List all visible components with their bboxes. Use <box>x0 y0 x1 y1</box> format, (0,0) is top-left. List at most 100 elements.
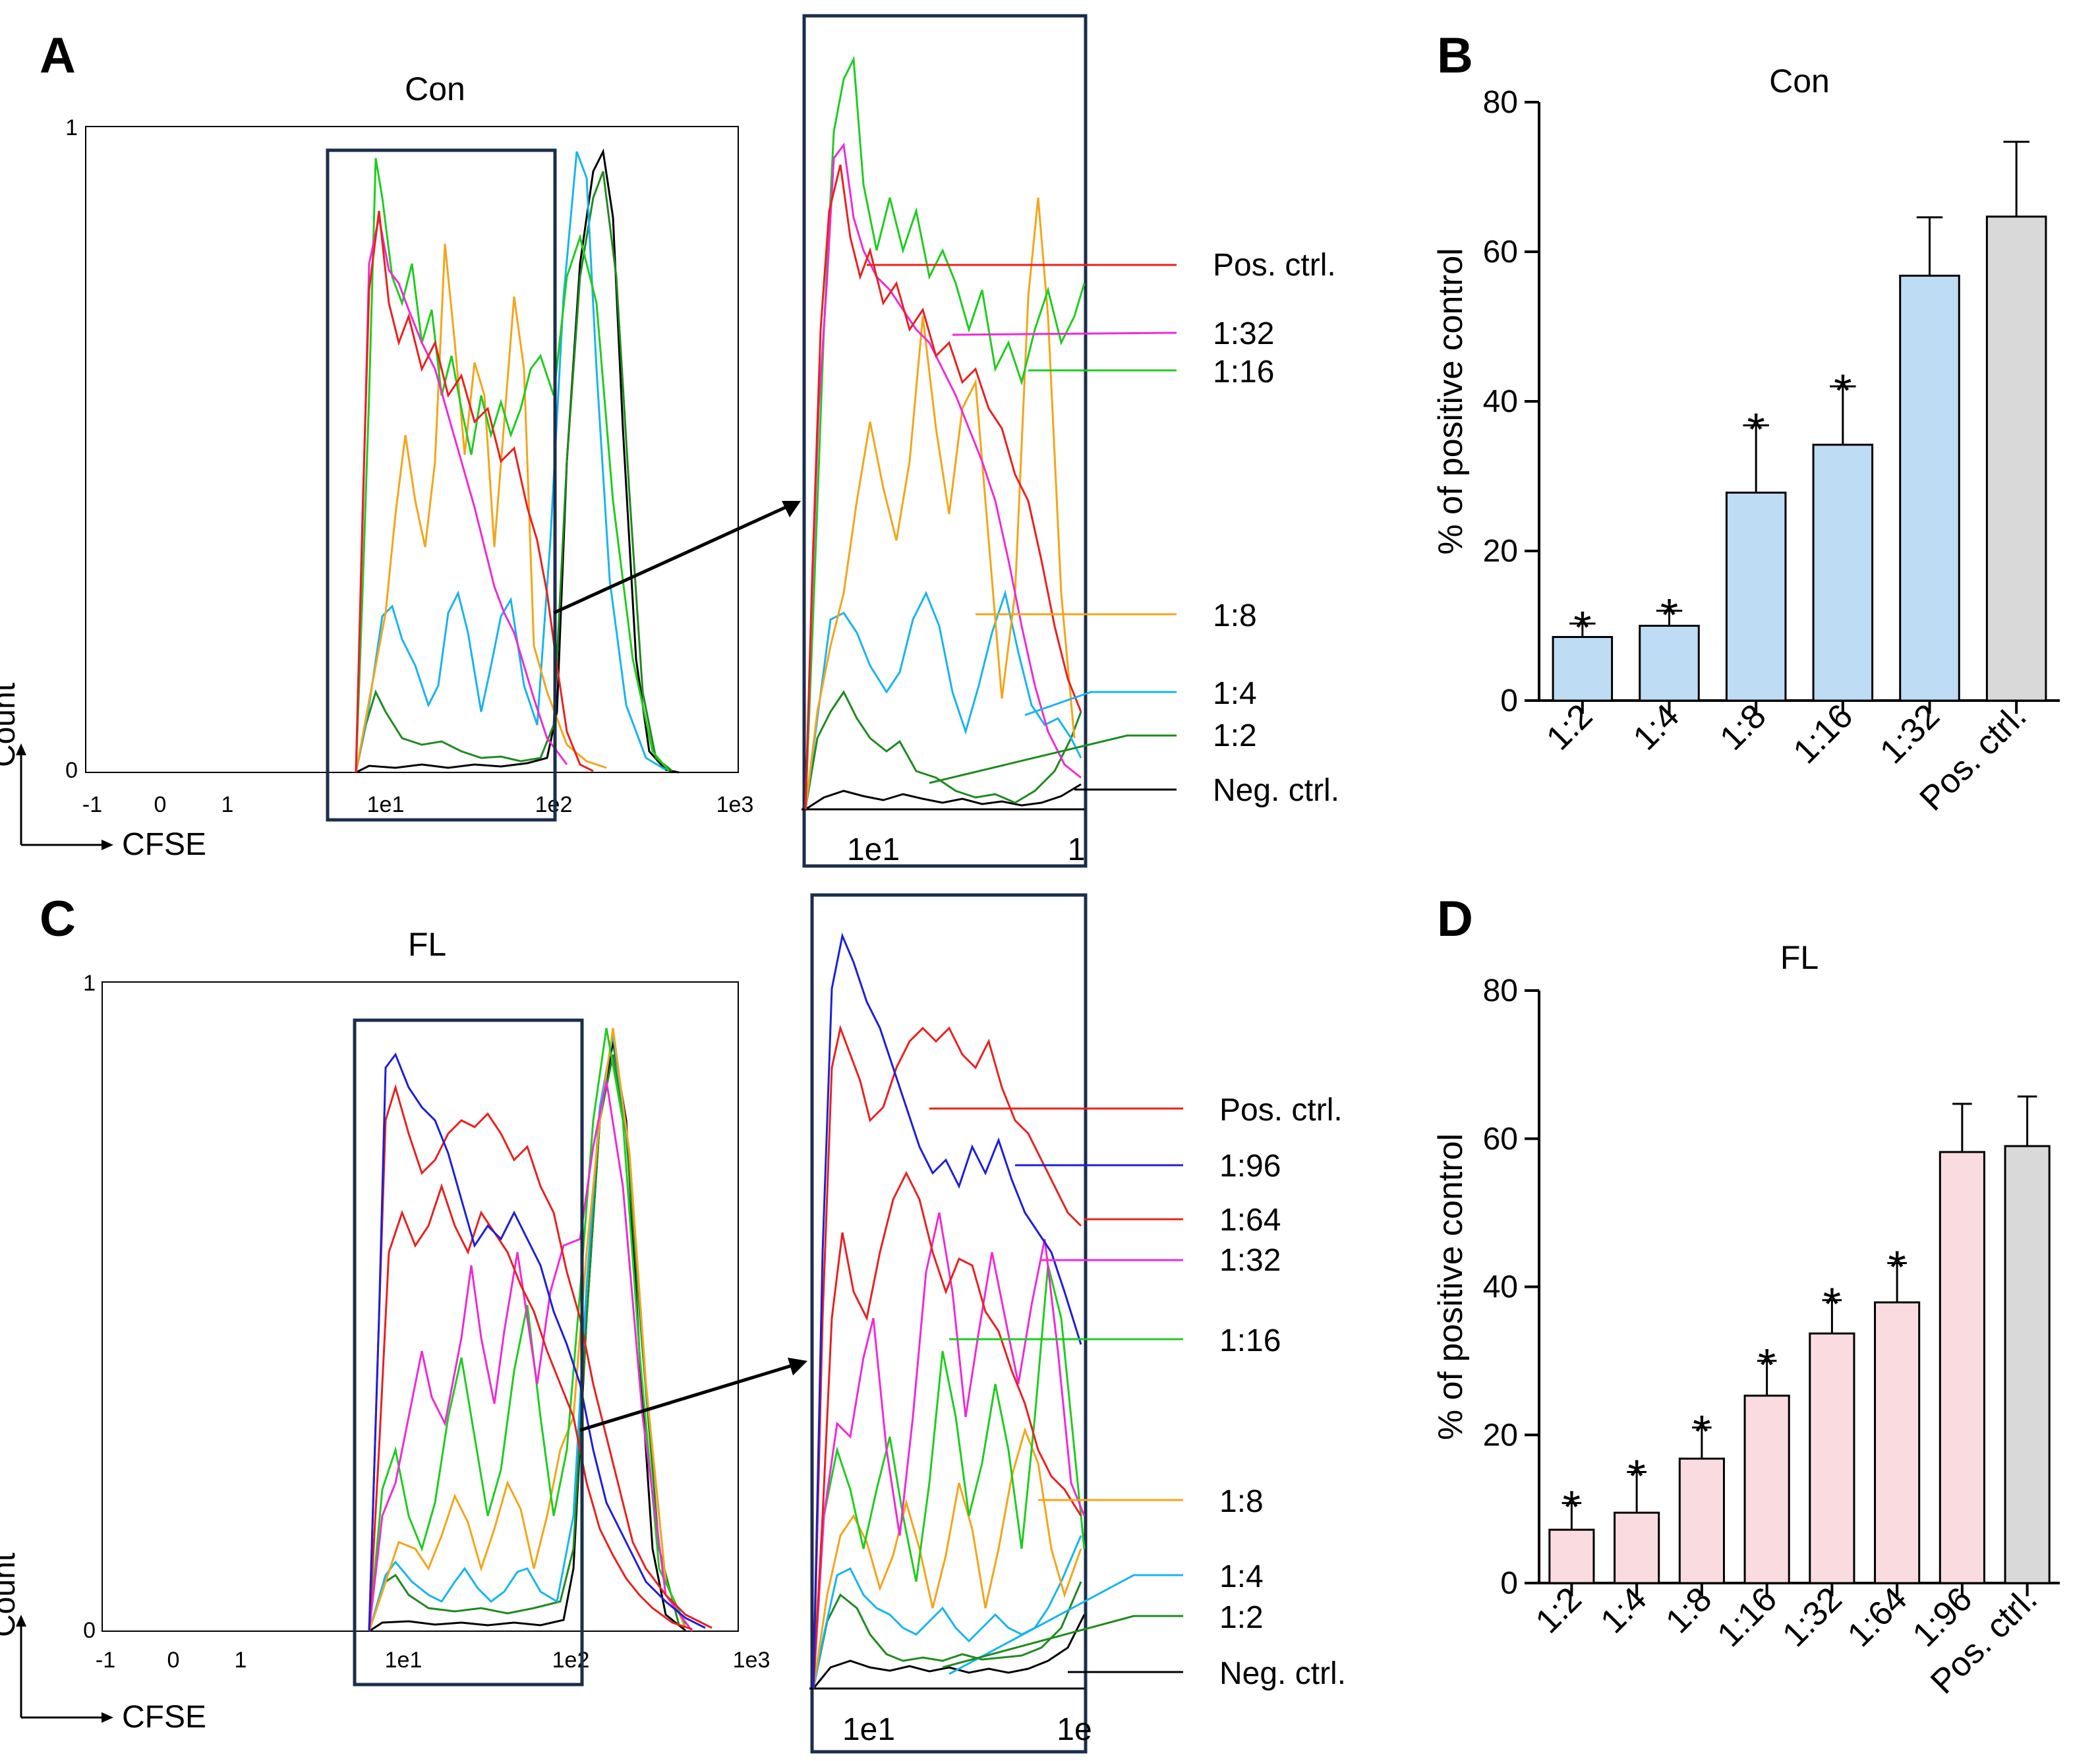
panel-c-axis-x-label: CFSE <box>122 1700 206 1735</box>
panel-c-zoom-histograms <box>812 932 1086 1689</box>
zoom-hist-pos-ctrl <box>812 1024 1082 1689</box>
legend-line <box>942 1615 1183 1669</box>
panel-c-xtick: 1e3 <box>733 1648 771 1673</box>
bar-category-label: 1:2 <box>1529 1580 1589 1640</box>
panel-a-xticks: -1 0 1 1e1 1e2 1e3 <box>82 792 753 817</box>
hist-1-32 <box>368 1080 693 1632</box>
panel-c-gate-box <box>353 1018 584 1687</box>
panel-c-axis-glyph: Count CFSE <box>0 1553 206 1735</box>
count-arrowhead-icon <box>16 743 26 755</box>
panel-a-zoom-tick: 1e1 <box>847 832 900 867</box>
hist-1-2 <box>355 171 673 773</box>
legend-line <box>952 332 1177 336</box>
panel-a: A Con 1 0 -1 0 1 1e1 1e2 1e3 Count CFSE <box>0 14 1339 868</box>
panel-c-letter: C <box>40 891 76 947</box>
panel-d-letter: D <box>1437 891 1473 947</box>
hist-1-96 <box>368 1052 706 1632</box>
panel-a-histograms <box>355 148 680 774</box>
bar <box>1812 444 1874 702</box>
bar-chart-y-tick-label: 40 <box>1483 384 1518 419</box>
panel-a-xtick: 1e1 <box>367 792 405 817</box>
bar-chart-y-tick-label: 80 <box>1483 973 1518 1008</box>
panel-a-ytick-top: 1 <box>65 115 78 140</box>
bar-chart-y-tick-label: 60 <box>1483 1122 1518 1157</box>
significance-marker: * <box>1888 1242 1906 1293</box>
bar-category-label: 1:32 <box>1775 1580 1850 1654</box>
zoom-hist-1-2 <box>812 1581 1082 1689</box>
panel-a-zoom-arrow-icon <box>552 503 792 615</box>
panel-b-letter: B <box>1437 28 1473 84</box>
bar <box>1743 1395 1790 1584</box>
hist-neg-ctrl <box>355 148 680 774</box>
hist-1-2 <box>368 1054 680 1632</box>
bar-chart-y-tick-label: 40 <box>1483 1270 1518 1305</box>
panel-b-bar-chart: Con % of positive control 0 20 40 60 80 * 1:2 * 1:… <box>1432 63 2060 819</box>
legend-label: Pos. ctrl. <box>1213 248 1336 283</box>
panel-a-zoom-histograms <box>804 55 1086 811</box>
legend-line <box>1024 691 1177 716</box>
panel-c-zoom-tick: 1e1 <box>842 1712 895 1747</box>
panel-c-xtick: 0 <box>167 1648 180 1673</box>
legend-label: 1:64 <box>1219 1203 1281 1238</box>
zoom-hist-1-2 <box>804 690 1082 810</box>
panel-a-gate-box <box>326 148 557 822</box>
zoom-hist-pos-ctrl <box>804 164 1082 810</box>
hist-1-16 <box>355 158 670 773</box>
panel-a-plot-frame <box>85 126 739 773</box>
panel-c-xtick: 1e2 <box>552 1648 590 1673</box>
panel-a-axis-x-label: CFSE <box>122 827 206 862</box>
bar-chart-y-tick-label: 60 <box>1483 235 1518 270</box>
hist-pos-ctrl <box>355 210 594 773</box>
significance-marker: * <box>1573 602 1591 653</box>
legend-label: 1:4 <box>1219 1559 1264 1594</box>
panel-c-ytick-bottom: 0 <box>83 1618 96 1643</box>
bar-charts: Con% of positive control020406080*1:2*1:… <box>1432 63 2060 1702</box>
significance-marker: * <box>1660 589 1678 641</box>
panel-c-zoom-arrowhead-icon <box>788 1358 807 1375</box>
bar <box>1552 636 1614 702</box>
bar <box>1678 1457 1725 1584</box>
legend-label: 1:16 <box>1213 355 1274 390</box>
bar <box>1809 1332 1855 1584</box>
zoom-hist-neg-ctrl <box>812 1614 1086 1689</box>
panel-c-xtick: 1 <box>235 1648 247 1673</box>
panel-a-ytick-bottom: 0 <box>65 758 78 783</box>
panel-a-zoom-box <box>802 14 1088 868</box>
hist-1-8 <box>368 1027 687 1632</box>
legend-line <box>948 1574 1183 1675</box>
panel-a-xtick: -1 <box>82 792 102 817</box>
panel-d-bar-chart: FL% of positive control020406080*1:2*1:4… <box>1432 939 2060 1702</box>
panel-a-zoom-arrowhead-icon <box>782 501 801 517</box>
bar-chart-y-axis-label: % of positive control <box>1432 1134 1470 1440</box>
panel-a-letter: A <box>40 28 76 84</box>
hist-pos-ctrl <box>368 1083 713 1632</box>
significance-marker: * <box>1823 1279 1841 1330</box>
legend-label: 1:32 <box>1219 1243 1281 1278</box>
bar-chart-y-tick-label: 0 <box>1500 683 1518 718</box>
significance-marker: * <box>1693 1406 1710 1457</box>
significance-marker: * <box>1834 364 1852 416</box>
bar-category-label: 1:32 <box>1873 697 1947 771</box>
bar-category-label: 1:2 <box>1539 697 1600 757</box>
panel-a-xtick: 1e3 <box>716 792 754 817</box>
panel-c-zoom-tick: 1e <box>1057 1712 1092 1747</box>
zoom-hist-1-8 <box>812 1427 1082 1689</box>
significance-marker: * <box>1758 1339 1776 1391</box>
legend-label: 1:2 <box>1219 1600 1264 1635</box>
bar <box>1725 491 1787 702</box>
legend-label: 1:8 <box>1219 1484 1264 1519</box>
panel-a-legend: Pos. ctrl. 1:32 1:16 1:8 1:4 1:2 Neg. ct… <box>867 248 1339 808</box>
bar-category-label: 1:4 <box>1593 1580 1654 1640</box>
bar-chart-y-tick-label: 80 <box>1483 85 1518 120</box>
hist-1-4 <box>355 151 666 773</box>
bar-chart-title: FL <box>1780 939 1819 976</box>
panel-a-xtick: 1 <box>221 792 234 817</box>
bar-category-label: 1:4 <box>1626 697 1687 757</box>
panel-c-plot-frame <box>102 981 739 1632</box>
significance-marker: * <box>1747 403 1765 455</box>
panel-c-title: FL <box>408 926 446 963</box>
hist-1-64 <box>368 1183 693 1632</box>
legend-label: 1:4 <box>1213 676 1257 711</box>
bar <box>1985 216 2047 702</box>
